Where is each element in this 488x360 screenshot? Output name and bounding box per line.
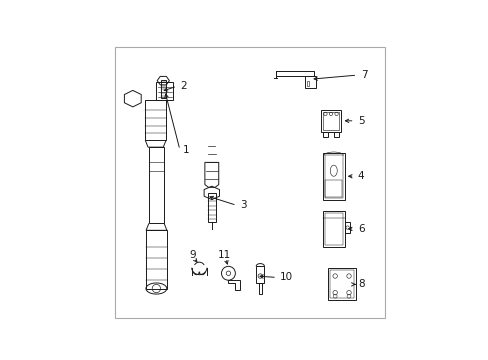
Bar: [324, 155, 342, 198]
Bar: [320, 110, 341, 132]
Bar: [306, 81, 308, 86]
Bar: [304, 76, 315, 87]
Bar: [146, 230, 166, 288]
Bar: [322, 153, 344, 200]
Bar: [344, 222, 350, 233]
Text: 6: 6: [357, 224, 364, 234]
Bar: [325, 180, 342, 197]
Bar: [329, 270, 353, 298]
Bar: [256, 266, 264, 283]
Bar: [161, 80, 165, 98]
Text: 8: 8: [357, 279, 364, 289]
Bar: [258, 283, 262, 294]
Bar: [322, 112, 339, 130]
Bar: [156, 82, 173, 100]
Text: 9: 9: [189, 250, 195, 260]
Text: 1: 1: [183, 145, 189, 155]
Text: 4: 4: [357, 171, 364, 181]
Text: 3: 3: [240, 201, 246, 210]
Text: 5: 5: [357, 116, 364, 126]
Bar: [207, 193, 216, 222]
Text: 7: 7: [360, 70, 366, 80]
Bar: [324, 213, 342, 245]
Bar: [148, 147, 164, 223]
Bar: [145, 100, 166, 140]
Bar: [327, 269, 355, 300]
Text: 10: 10: [280, 273, 293, 283]
Text: 11: 11: [217, 250, 230, 260]
Text: 2: 2: [180, 81, 187, 91]
Bar: [322, 211, 344, 247]
Bar: [334, 132, 338, 138]
Bar: [323, 132, 327, 138]
